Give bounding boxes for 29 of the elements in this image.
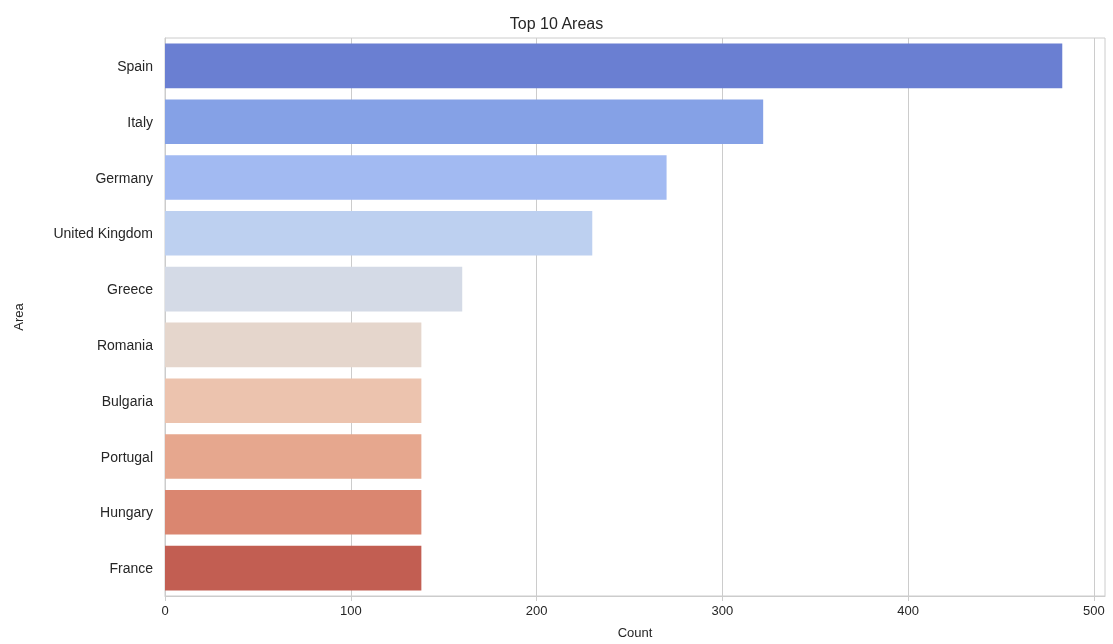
y-tick-label: Hungary [100, 504, 153, 521]
bar [165, 43, 1063, 89]
y-tick-label: Spain [117, 57, 153, 74]
bar [165, 434, 422, 479]
x-axis-title: Count [617, 625, 653, 640]
bar [165, 99, 764, 145]
y-tick-label: Italy [127, 113, 153, 130]
bar [165, 489, 422, 535]
x-tick-label: 0 [161, 603, 169, 618]
x-tick-label: 300 [711, 603, 734, 618]
chart-title: Top 10 Areas [509, 14, 604, 32]
x-tick-label: 100 [339, 603, 362, 618]
y-tick-label: France [109, 560, 154, 577]
x-tick-label: 500 [1083, 603, 1105, 618]
x-tick-label: 200 [525, 603, 548, 618]
bar [165, 322, 422, 368]
bar [165, 266, 463, 312]
y-tick-label: Greece [107, 281, 154, 298]
x-tick-label: 400 [897, 603, 919, 618]
y-axis-title: Area [11, 302, 26, 331]
y-tick-label: Portugal [100, 448, 153, 465]
bar [165, 210, 593, 256]
bar [165, 545, 422, 591]
bar [165, 378, 422, 424]
y-tick-label: United Kingdom [53, 225, 153, 242]
bar [165, 155, 667, 200]
y-tick-label: Germany [95, 169, 153, 186]
y-tick-label: Romania [96, 336, 154, 353]
y-tick-label: Bulgaria [101, 392, 154, 409]
